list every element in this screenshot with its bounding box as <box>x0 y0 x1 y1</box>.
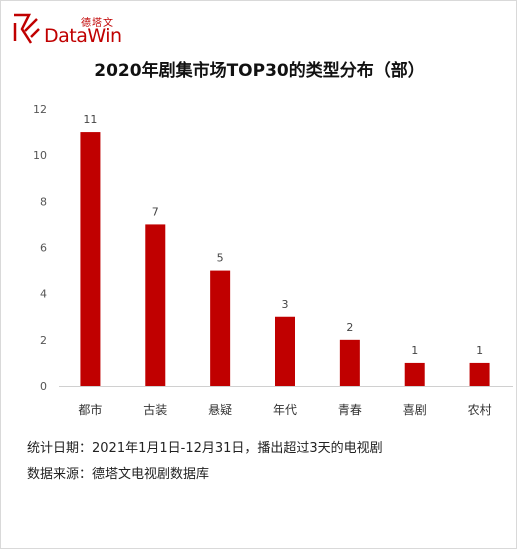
bar <box>210 270 231 386</box>
footnote-source: 数据来源：德塔文电视剧数据库 <box>27 467 210 482</box>
bar <box>145 224 166 386</box>
x-tick-label: 都市 <box>78 402 102 417</box>
y-tick-label: 12 <box>33 103 47 116</box>
data-label: 7 <box>152 205 159 218</box>
y-tick-label: 4 <box>40 288 47 301</box>
chart-title: 2020年剧集市场TOP30的类型分布（部） <box>94 61 425 81</box>
y-tick-label: 6 <box>40 242 47 255</box>
bar <box>80 132 101 386</box>
datawin-logo-icon <box>13 13 40 44</box>
bar <box>275 316 295 386</box>
bar-chart: 0 2 4 6 8 10 12 11 都市 7 古装 5 悬疑 3 年代 2 青春 1 喜剧 1 农村 <box>33 103 513 417</box>
y-tick-label: 10 <box>33 149 47 162</box>
data-label: 1 <box>411 344 418 357</box>
data-label: 1 <box>476 344 483 357</box>
data-label: 2 <box>346 321 353 334</box>
data-label: 3 <box>282 298 289 311</box>
data-label: 11 <box>83 113 97 126</box>
footnote-period: 统计日期：2021年1月1日-12月31日，播出超过3天的电视剧 <box>27 441 383 456</box>
brand-name-cn: 德塔文 <box>81 18 114 29</box>
x-tick-label: 古装 <box>143 402 167 417</box>
y-tick-label: 2 <box>40 334 47 347</box>
bar <box>339 339 360 386</box>
x-tick-label: 悬疑 <box>208 402 232 417</box>
x-tick-label: 农村 <box>468 403 492 417</box>
y-tick-label: 0 <box>40 380 47 393</box>
data-label: 5 <box>217 252 224 265</box>
x-tick-label: 年代 <box>273 403 297 417</box>
y-tick-label: 8 <box>40 195 47 208</box>
x-tick-label: 青春 <box>338 403 362 417</box>
bar <box>469 362 490 386</box>
brand-name-en: DataWin <box>44 25 122 47</box>
x-tick-label: 喜剧 <box>403 403 427 417</box>
bar <box>404 362 425 386</box>
brand-logo: 德塔文 DataWin <box>11 9 151 49</box>
